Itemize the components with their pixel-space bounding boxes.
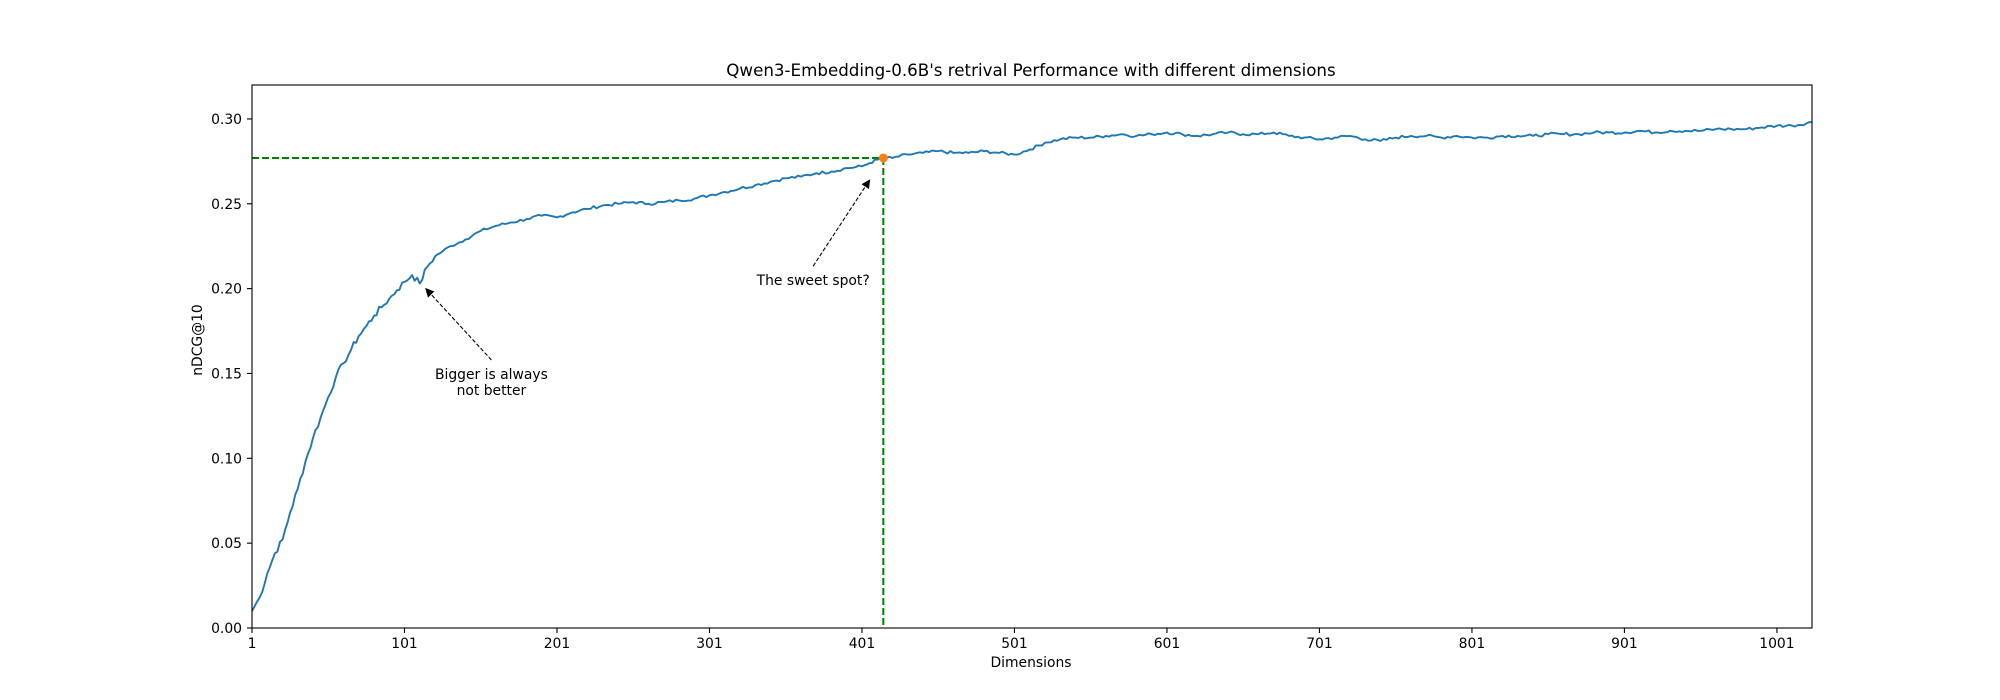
- annotation-text: The sweet spot?: [756, 273, 870, 289]
- y-tick-label: 0.30: [211, 112, 242, 128]
- x-tick-label: 501: [1001, 636, 1028, 652]
- x-tick-label: 101: [391, 636, 418, 652]
- y-tick-label: 0.20: [211, 282, 242, 298]
- x-tick-label: 801: [1459, 636, 1486, 652]
- axis-ticks: 1 101 201 301 401 501 601 701 801 901 1001 0.00 0.05…: [211, 112, 1795, 652]
- x-tick-label: 601: [1154, 636, 1181, 652]
- x-tick-label: 701: [1306, 636, 1333, 652]
- plot-frame: [251, 84, 1813, 629]
- x-tick-label: 1: [248, 636, 257, 652]
- y-tick-label: 0.05: [211, 536, 242, 552]
- x-axis-label: Dimensions: [990, 655, 1071, 671]
- x-tick-label: 401: [849, 636, 876, 652]
- x-tick-label: 901: [1611, 636, 1638, 652]
- chart-title: Qwen3-Embedding-0.6B's retrival Performa…: [726, 60, 1335, 80]
- y-tick-label: 0.00: [211, 621, 242, 637]
- y-tick-label: 0.25: [211, 197, 242, 213]
- series-layer: [251, 121, 1813, 612]
- x-tick-label: 301: [696, 636, 723, 652]
- y-axis-label: nDCG@10: [190, 304, 206, 376]
- series-line: [251, 121, 1813, 612]
- y-tick-label: 0.10: [211, 451, 242, 467]
- x-tick-label: 201: [544, 636, 571, 652]
- annotation-text: Bigger is always: [435, 367, 548, 383]
- sweet-spot-point: [878, 153, 888, 163]
- x-tick-label: 1001: [1759, 636, 1794, 652]
- annotation-arrow: [425, 287, 492, 361]
- y-tick-label: 0.15: [211, 366, 242, 382]
- reference-lines: [252, 156, 885, 628]
- annotation-text: not better: [457, 383, 527, 399]
- annotation-arrow: [812, 179, 871, 267]
